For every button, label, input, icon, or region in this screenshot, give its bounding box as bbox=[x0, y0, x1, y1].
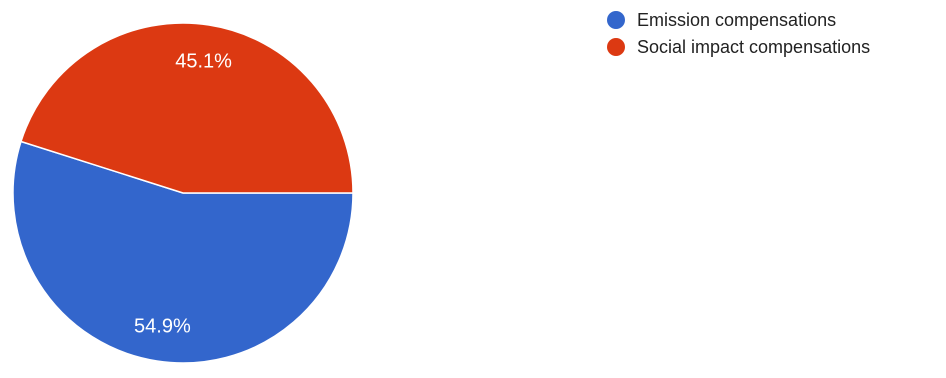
pie-slice-2 bbox=[20, 22, 354, 194]
pie-slice-label-1: 54.9% bbox=[134, 316, 191, 338]
legend-label-1: Emission compensations bbox=[637, 10, 836, 30]
legend: Emission compensations Social impact comp… bbox=[607, 10, 870, 57]
legend-item-2: Social impact compensations bbox=[607, 37, 870, 57]
legend-swatch-1 bbox=[607, 11, 625, 29]
legend-swatch-2 bbox=[607, 38, 625, 56]
legend-item-1: Emission compensations bbox=[607, 10, 836, 30]
pie-slice-labels: 54.9% 45.1% bbox=[134, 50, 232, 337]
pie-slice-label-2: 45.1% bbox=[175, 50, 232, 72]
legend-label-2: Social impact compensations bbox=[637, 37, 870, 57]
pie-slices bbox=[12, 22, 354, 364]
pie-slice-1 bbox=[12, 140, 354, 364]
